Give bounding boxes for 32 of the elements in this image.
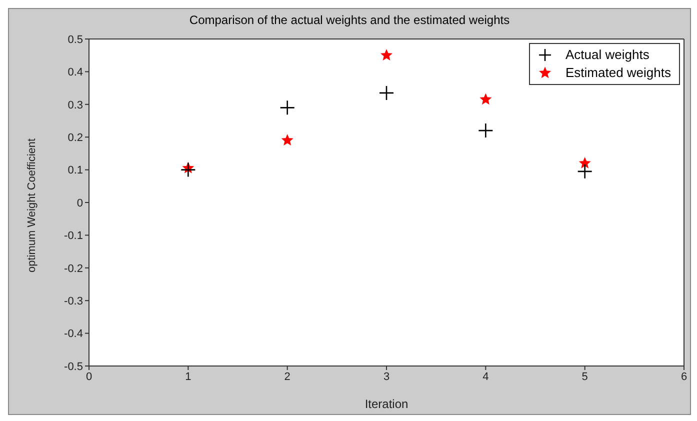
point	[478, 122, 494, 138]
y-tick-label: 0.5	[68, 34, 83, 46]
y-tick-label: -0.5	[64, 360, 83, 373]
point	[577, 164, 592, 180]
point	[381, 50, 392, 60]
y-tick-label: -0.4	[64, 328, 83, 340]
point	[580, 158, 590, 168]
x-tick-label: 6	[680, 370, 688, 383]
y-tick-label: 0	[76, 197, 83, 210]
legend-label: Estimated weights	[566, 64, 671, 82]
point	[282, 134, 293, 145]
point	[280, 100, 295, 116]
x-tick-label: 1	[185, 370, 192, 383]
x-tick-label: 4	[482, 370, 489, 383]
y-tick-label: 0.3	[68, 99, 83, 112]
point	[480, 94, 491, 104]
x-tick-label: 2	[284, 370, 290, 383]
x-tick-label: 0	[86, 370, 92, 383]
x-tick-label: 5	[582, 370, 588, 383]
legend-label: Actual weights	[566, 46, 650, 64]
chart-title: Comparison of the actual weights and the estimated weights	[188, 13, 511, 27]
y-tick-label: -0.1	[64, 230, 83, 242]
y-axis-title: optimum Weight Coefficient	[26, 138, 38, 272]
y-tick-label: 0.2	[68, 132, 83, 144]
y-tick-label: 0.4	[68, 66, 83, 79]
point	[378, 85, 394, 101]
x-axis-title: Iteration	[364, 397, 408, 411]
y-tick-label: 0.1	[68, 164, 83, 177]
y-tick-label: -0.2	[64, 262, 83, 275]
y-tick-label: -0.3	[64, 296, 83, 308]
point	[180, 162, 196, 178]
x-tick-label: 3	[383, 370, 390, 383]
